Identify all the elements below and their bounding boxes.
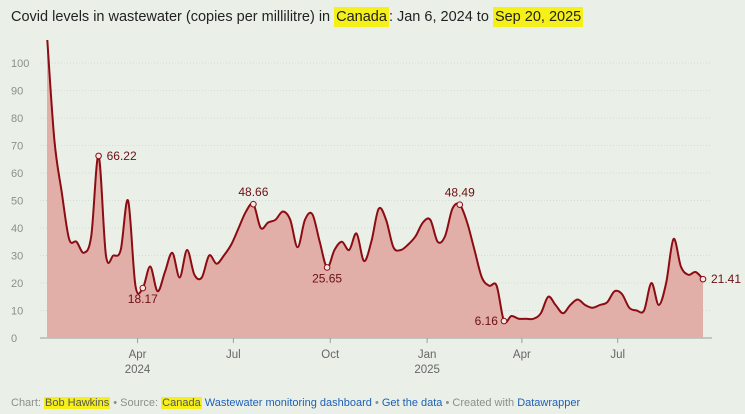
- footer-author: Bob Hawkins: [44, 397, 111, 409]
- y-tick-label: 80: [11, 113, 23, 125]
- y-tick-labels: 0 10 20 30 40 50 60 70 80 90 100: [11, 58, 29, 345]
- annotation-marker: [323, 264, 331, 271]
- y-tick-label: 50: [11, 196, 23, 208]
- annotation-label: 48.49: [445, 186, 475, 200]
- x-tick-year: 2025: [414, 364, 440, 376]
- title-part-2: : Jan 6, 2024 to: [388, 9, 493, 25]
- annotation-label: 6.16: [475, 314, 499, 328]
- annotation-marker: [95, 152, 102, 160]
- title-part-1: Covid levels in wastewater (copies per m…: [11, 9, 335, 25]
- footer-chart-prefix: Chart:: [11, 397, 45, 409]
- y-tick-label: 30: [11, 251, 23, 263]
- footer-created-prefix: • Created with: [442, 397, 518, 409]
- x-axis: Apr 2024 Jul Oct Jan 2025 Apr Jul: [125, 338, 625, 376]
- y-tick-label: 60: [11, 168, 23, 180]
- annotation-label: 66.22: [107, 149, 137, 163]
- y-tick-label: 20: [11, 278, 23, 290]
- annotation-marker: [500, 317, 508, 325]
- x-tick-label: Jul: [610, 349, 625, 361]
- title-end-date: Sep 20, 2025: [492, 7, 584, 27]
- series-line: [46, 40, 704, 324]
- y-tick-label: 0: [11, 333, 17, 345]
- get-data-link[interactable]: Get the data: [381, 397, 443, 409]
- y-tick-label: 100: [11, 58, 29, 70]
- x-tick-year: 2024: [125, 364, 151, 376]
- title-place: Canada: [334, 7, 389, 27]
- y-tick-label: 70: [11, 141, 23, 153]
- plot-area: [46, 40, 704, 338]
- chart-footer: Chart: Bob Hawkins • Source: Canada Wast…: [11, 397, 580, 409]
- x-tick-label: Apr: [513, 349, 531, 361]
- x-tick-label: Jan: [418, 349, 437, 361]
- datawrapper-link[interactable]: Datawrapper: [517, 397, 581, 409]
- x-tick-label: Jul: [226, 349, 241, 361]
- footer-sep: •: [371, 397, 382, 409]
- chart-title: Covid levels in wastewater (copies per m…: [11, 7, 584, 27]
- source-link[interactable]: Wastewater monitoring dashboard: [204, 397, 372, 409]
- x-tick-label: Apr: [129, 349, 147, 361]
- annotation-label: 48.66: [238, 185, 268, 199]
- x-tick-label: Oct: [321, 349, 340, 361]
- footer-source-place: Canada: [161, 397, 202, 409]
- y-tick-label: 40: [11, 223, 23, 235]
- footer-source-prefix: • Source:: [110, 397, 162, 409]
- annotations: 66.22 18.17 48.66 25.65 48.49 6.16 21.41: [95, 149, 741, 328]
- y-tick-label: 90: [11, 86, 23, 98]
- annotation-marker: [139, 284, 147, 292]
- annotation-marker: [456, 201, 464, 208]
- annotation-marker: [699, 275, 707, 283]
- y-tick-label: 10: [11, 306, 23, 318]
- annotation-label: 21.41: [711, 272, 741, 286]
- annotation-label: 18.17: [128, 292, 158, 306]
- annotation-marker: [250, 200, 257, 208]
- annotation-label: 25.65: [312, 271, 342, 285]
- series-area: [47, 40, 703, 338]
